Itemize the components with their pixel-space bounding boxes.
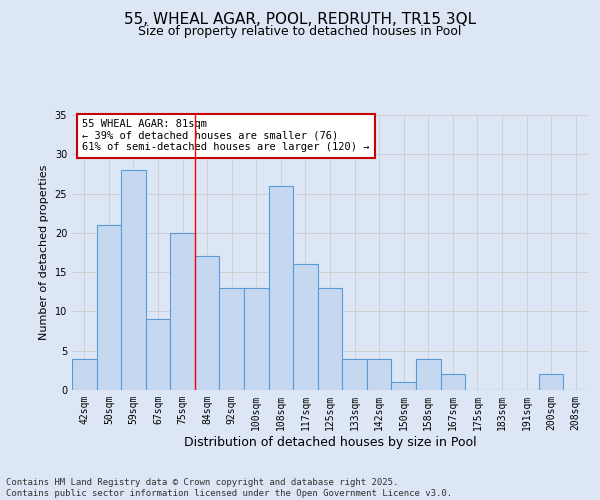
Bar [97, 225, 121, 390]
X-axis label: Distribution of detached houses by size in Pool: Distribution of detached houses by size … [184, 436, 476, 448]
Bar [72, 358, 97, 390]
Bar [244, 288, 269, 390]
Text: 55, WHEAL AGAR, POOL, REDRUTH, TR15 3QL: 55, WHEAL AGAR, POOL, REDRUTH, TR15 3QL [124, 12, 476, 28]
Bar [220, 288, 244, 390]
Text: Contains HM Land Registry data © Crown copyright and database right 2025.
Contai: Contains HM Land Registry data © Crown c… [6, 478, 452, 498]
Bar [367, 358, 391, 390]
Bar [391, 382, 416, 390]
Bar [318, 288, 342, 390]
Bar [269, 186, 293, 390]
Bar [539, 374, 563, 390]
Bar [146, 320, 170, 390]
Bar [416, 358, 440, 390]
Text: 55 WHEAL AGAR: 81sqm
← 39% of detached houses are smaller (76)
61% of semi-detac: 55 WHEAL AGAR: 81sqm ← 39% of detached h… [82, 119, 370, 152]
Text: Size of property relative to detached houses in Pool: Size of property relative to detached ho… [139, 25, 461, 38]
Bar [121, 170, 146, 390]
Bar [170, 233, 195, 390]
Bar [342, 358, 367, 390]
Y-axis label: Number of detached properties: Number of detached properties [39, 165, 49, 340]
Bar [195, 256, 220, 390]
Bar [293, 264, 318, 390]
Bar [440, 374, 465, 390]
